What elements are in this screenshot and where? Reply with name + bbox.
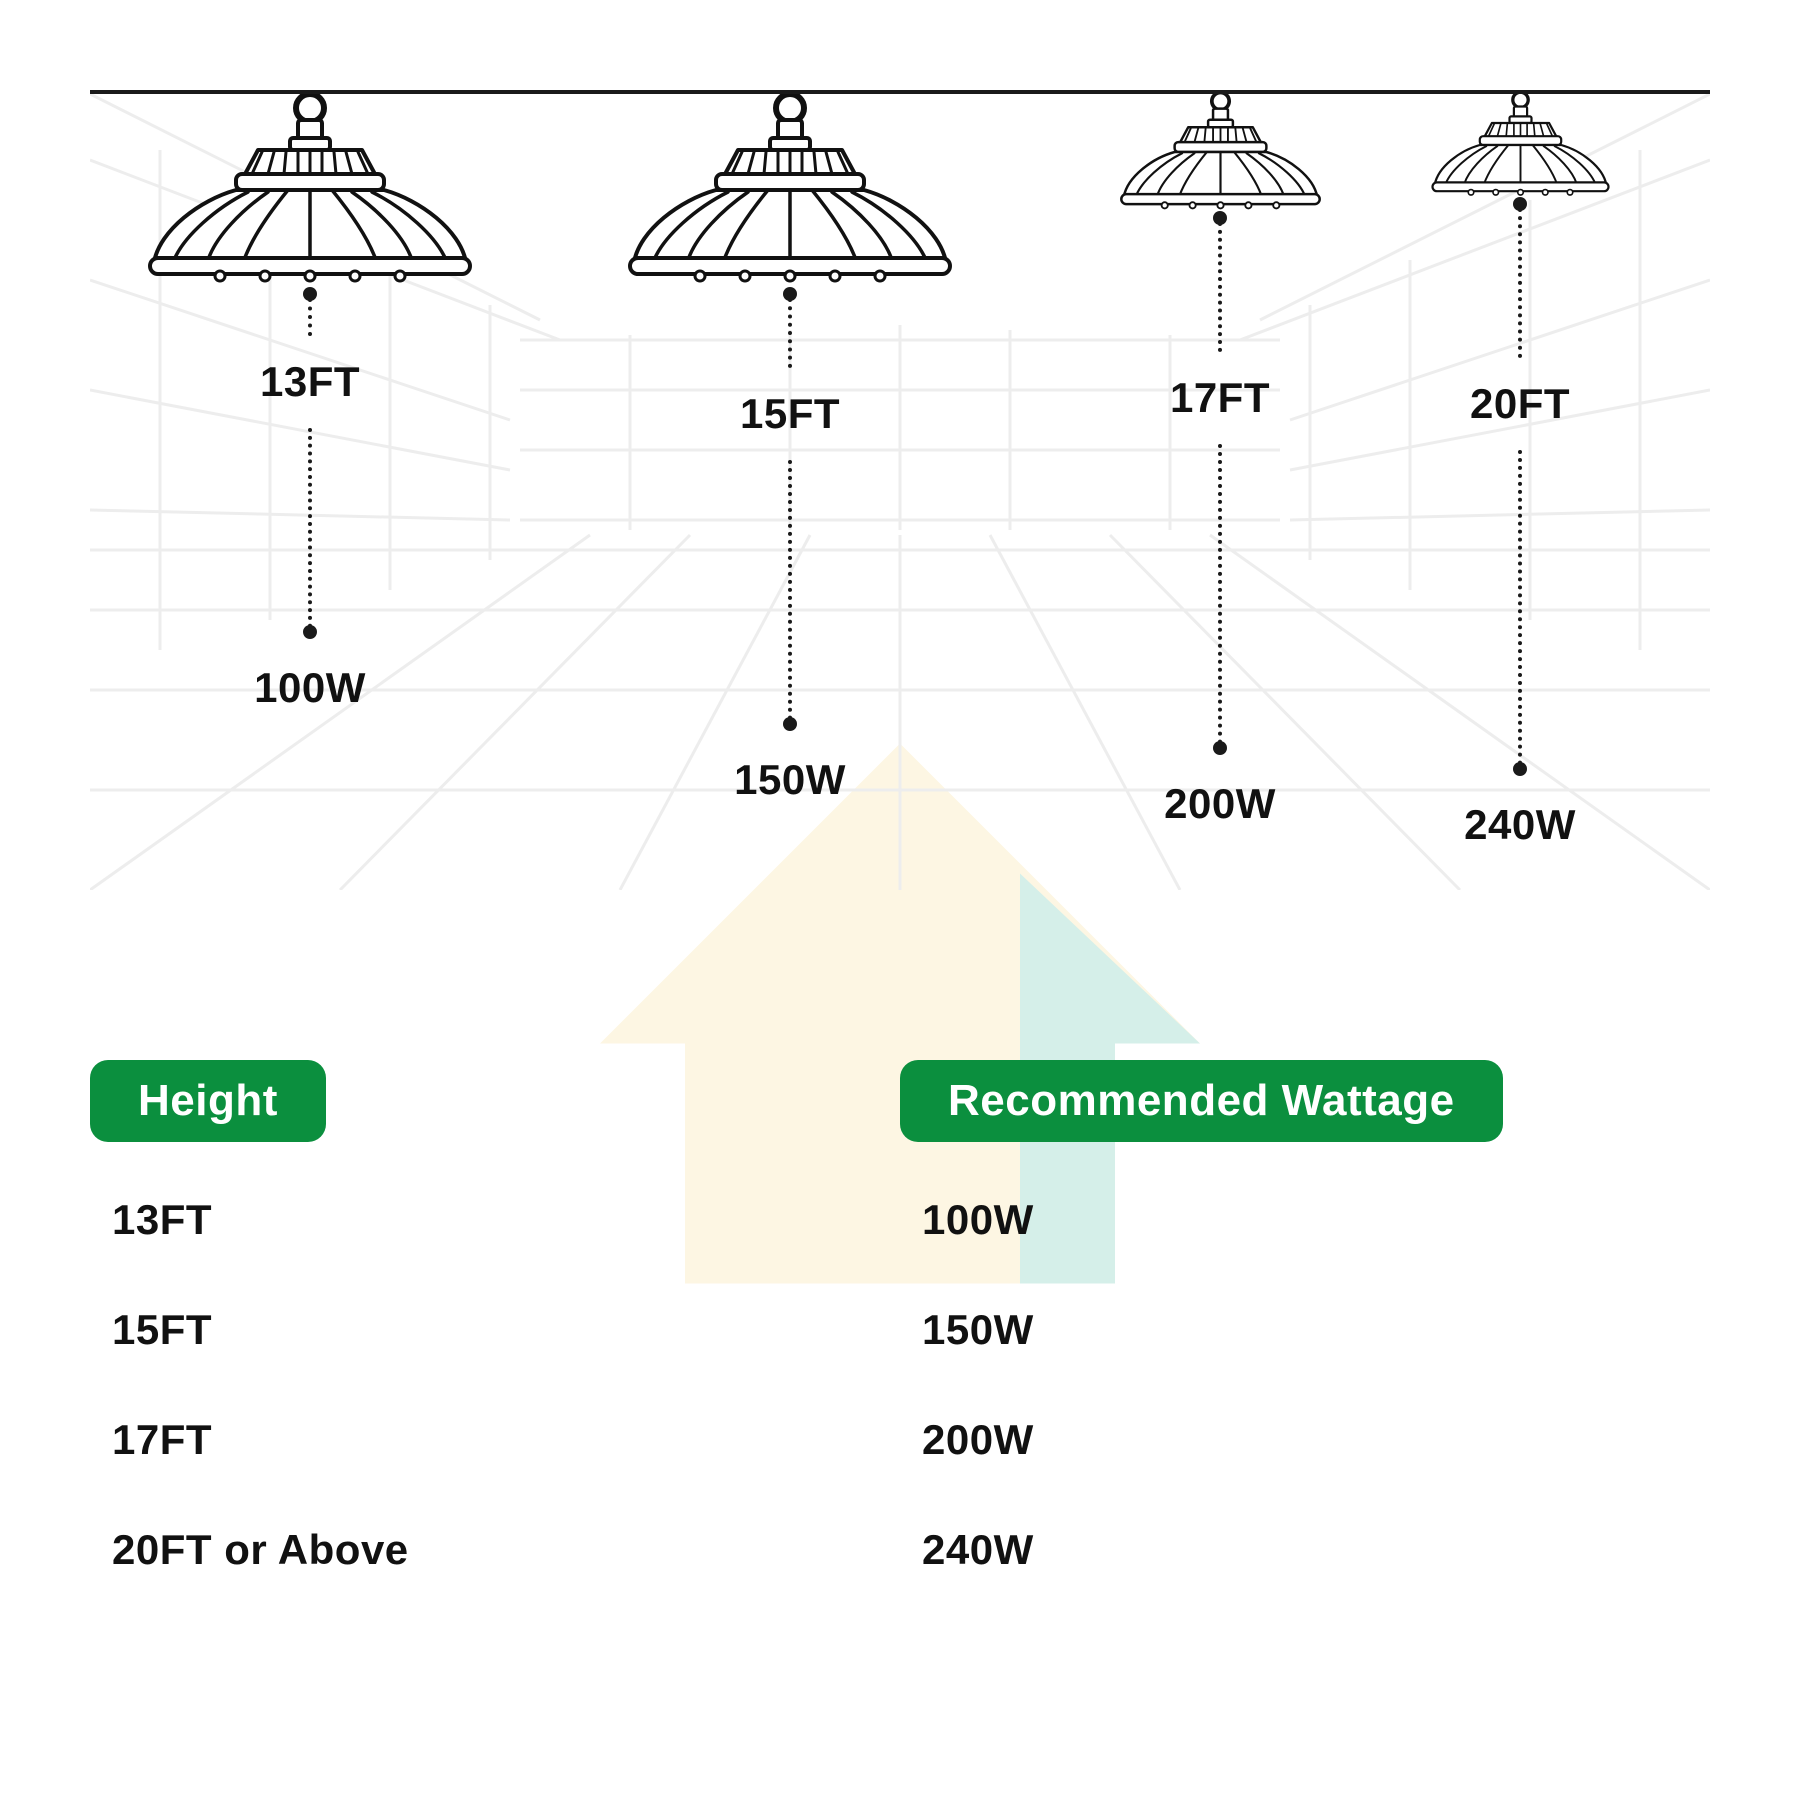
diagram-vline [1518,208,1522,358]
height-label: 20FT [1470,380,1570,428]
height-label: 17FT [1170,374,1270,422]
wattage-label: 150W [734,756,846,804]
height-label: 13FT [260,358,360,406]
table-row: 240W [900,1482,1670,1592]
table-row: 200W [900,1372,1670,1482]
table-row: 150W [900,1262,1670,1372]
high-bay-light-icon [1115,90,1326,214]
recommendation-table: Height 13FT15FT17FT20FT or Above Recomme… [90,1060,1710,1592]
diagram-vline [1218,444,1222,744]
high-bay-light-icon [1427,90,1614,200]
height-label: 15FT [740,390,840,438]
diagram-column: 13FT 100W [140,90,480,734]
wattage-label: 240W [1464,801,1576,849]
diagram-vline [308,298,312,336]
diagram-vline [788,298,792,368]
diagram-vline [1518,450,1522,765]
height-diagram: 13FT 100W [90,90,1710,890]
diagram-column: 17FT 200W [1115,90,1326,850]
table-header-height: Height [90,1060,326,1142]
table-col-height: Height 13FT15FT17FT20FT or Above [90,1060,900,1592]
high-bay-light-icon [140,90,480,290]
diagram-vline [1218,222,1222,352]
table-row: 13FT [90,1152,860,1262]
table-row: 100W [900,1152,1670,1262]
table-row: 20FT or Above [90,1482,860,1592]
diagram-vline [788,460,792,720]
wattage-label: 100W [254,664,366,712]
diagram-top-rail [90,90,1710,94]
table-header-wattage: Recommended Wattage [900,1060,1503,1142]
diagram-dot [783,717,797,731]
diagram-vline [308,428,312,628]
high-bay-light-icon [620,90,960,290]
diagram-dot [1513,762,1527,776]
table-col-wattage: Recommended Wattage 100W150W200W240W [900,1060,1710,1592]
diagram-dot [1213,741,1227,755]
table-row: 17FT [90,1372,860,1482]
diagram-column: 20FT 240W [1427,90,1614,871]
table-row: 15FT [90,1262,860,1372]
diagram-dot [303,625,317,639]
diagram-column: 15FT 150W [620,90,960,826]
wattage-label: 200W [1164,780,1276,828]
